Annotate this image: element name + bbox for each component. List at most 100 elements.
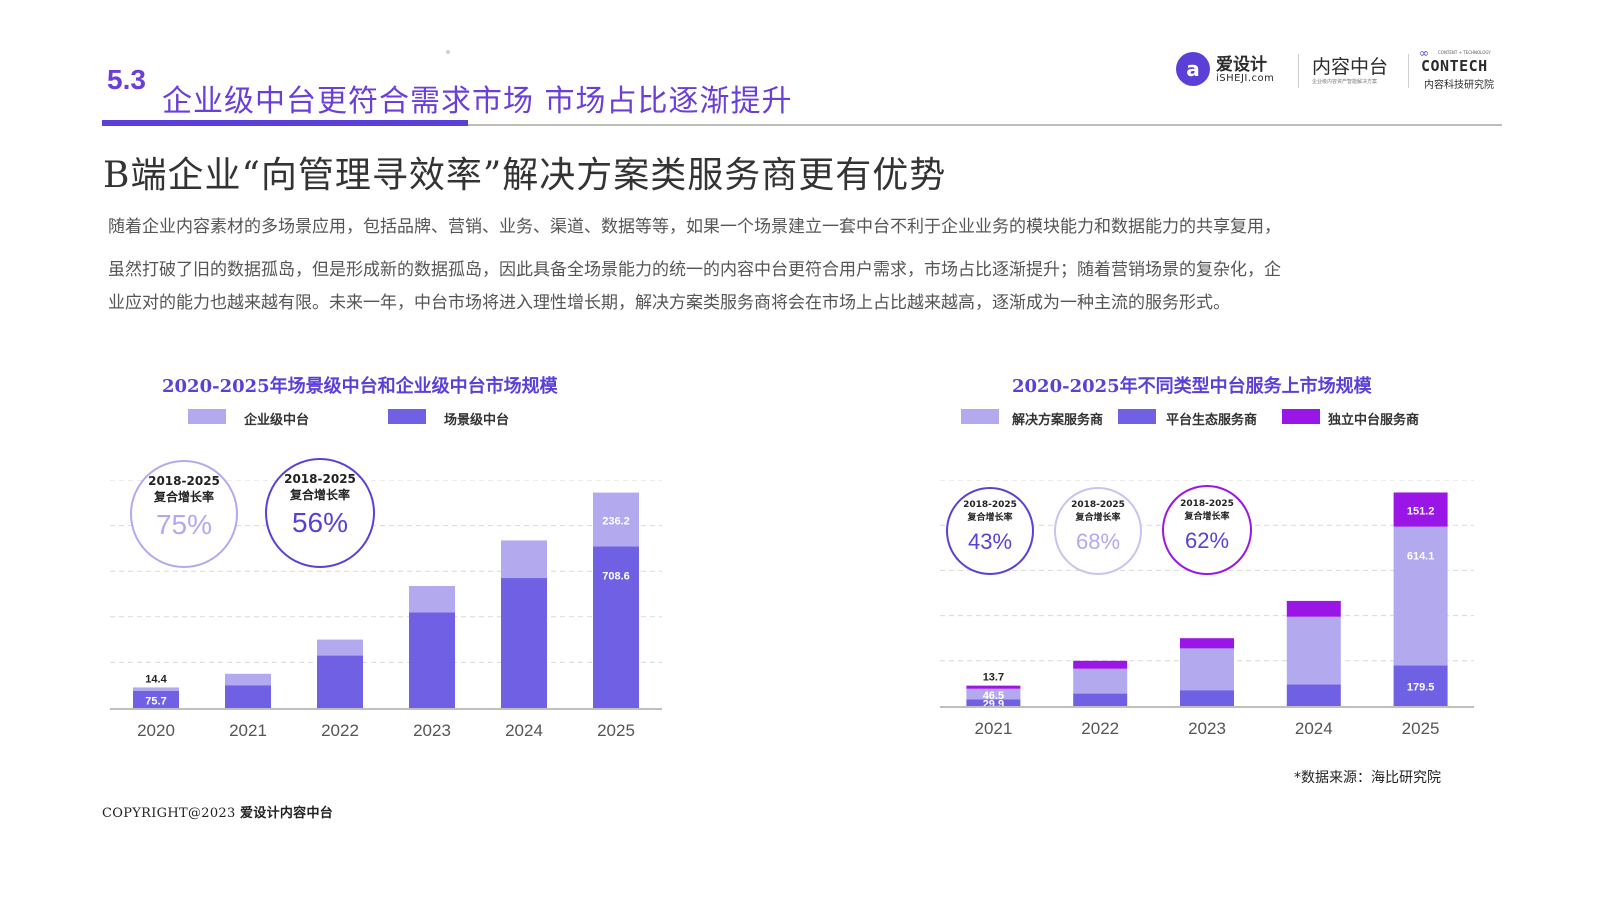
page-subtitle: B端企业“向管理寻效率”解决方案类服务商更有优势 (103, 155, 947, 196)
chart1-legend-label-enterprise: 企业级中台 (244, 413, 310, 428)
cagr-period: 2018-2025 (148, 474, 220, 488)
bar-segment (225, 673, 271, 686)
copyright-prefix: COPYRIGHT@2023 (102, 806, 236, 821)
x-tick-label: 2021 (229, 721, 267, 740)
contech-logo: CONTECH (1421, 57, 1488, 75)
chart2-legend-swatch-platform (1118, 409, 1156, 424)
chart2-legend-label-solution: 解决方案服务商 (1012, 413, 1104, 428)
isheji-logo-en: iSHEJI.com (1216, 73, 1275, 84)
cagr-label: 复合增长率 (967, 513, 1013, 523)
isheji-logo-icon: a (1176, 52, 1210, 86)
bar-segment (1180, 638, 1234, 649)
cagr-period: 2018-2025 (1180, 499, 1234, 509)
chart2-cagr-independent: 2018-2025 复合增长率 62% (1162, 485, 1252, 575)
cagr-value: 68% (1075, 529, 1121, 554)
bar-segment (1073, 668, 1128, 694)
x-tick-label: 2020 (137, 721, 175, 740)
chart1-cagr-scene: 2018-2025 复合增长率 56% (265, 458, 375, 568)
bar-segment (133, 690, 179, 708)
cagr-period: 2018-2025 (1071, 500, 1125, 510)
data-label: 75.7 (145, 695, 166, 707)
brand-logos: a 爱设计 iSHEJI.com 内容中台 企业级内容资产智能解决方案 ∞ CO… (1176, 46, 1506, 92)
chart1-cagr-enterprise: 2018-2025 复合增长率 75% (130, 460, 238, 568)
contech-link-icon: ∞ (1419, 46, 1429, 60)
bar-segment (1073, 693, 1128, 706)
copyright: COPYRIGHT@2023 爱设计内容中台 (102, 802, 333, 821)
paragraph-line-1: 随着企业内容素材的多场景应用，包括品牌、营销、业务、渠道、数据等等，如果一个场景… (108, 217, 1281, 237)
x-tick-label: 2025 (1402, 719, 1440, 738)
bar-segment (1180, 690, 1234, 706)
bar-segment (1286, 616, 1341, 685)
x-tick-label: 2021 (974, 719, 1012, 738)
data-label: 236.2 (602, 516, 630, 528)
chart1-title: 2020-2025年场景级中台和企业级中台市场规模 (162, 376, 558, 397)
bar-segment (317, 655, 363, 708)
logo-separator (1408, 54, 1409, 88)
content-platform-logo-sub: 企业级内容资产智能解决方案 (1312, 79, 1378, 85)
bar-segment (1286, 600, 1341, 617)
chart2-cagr-platform: 2018-2025 复合增长率 43% (946, 487, 1034, 575)
section-number: 5.3 (107, 64, 146, 95)
bar-segment (1286, 684, 1341, 706)
bar-segment (1393, 665, 1448, 706)
bar-segment (966, 699, 1021, 706)
cagr-label: 复合增长率 (1075, 513, 1121, 523)
cagr-value: 75% (155, 509, 213, 540)
bar-segment (1073, 660, 1128, 669)
data-label: 151.2 (1407, 506, 1435, 518)
cagr-label: 复合增长率 (153, 490, 214, 504)
bar-segment (1393, 492, 1448, 527)
paragraph-line-2: 虽然打破了旧的数据孤岛，但是形成新的数据孤岛，因此具备全场景能力的统一的内容中台… (108, 260, 1281, 280)
chart2-legend-label-platform: 平台生态服务商 (1166, 413, 1258, 428)
x-tick-label: 2022 (321, 721, 359, 740)
data-label: 708.6 (602, 570, 630, 582)
chart2-legend-swatch-solution (961, 409, 999, 424)
chart2-legend-swatch-independent (1282, 409, 1320, 424)
bar-segment (1393, 526, 1448, 666)
logo-separator (1298, 54, 1299, 88)
cagr-label: 复合增长率 (289, 488, 350, 502)
x-tick-label: 2023 (413, 721, 451, 740)
x-tick-label: 2024 (505, 721, 543, 740)
decorative-dot (446, 50, 450, 54)
header-accent-bar (102, 120, 468, 126)
contech-logo-cn: 内容科技研究院 (1424, 80, 1494, 91)
section-title: 企业级中台更符合需求市场 市场占比逐渐提升 (162, 84, 793, 119)
data-label: 14.4 (145, 673, 167, 685)
data-source: *数据来源：海比研究院 (1294, 770, 1441, 786)
cagr-period: 2018-2025 (963, 500, 1017, 510)
bar-segment (966, 685, 1021, 689)
paragraph-line-3: 业应对的能力也越来越有限。未来一年，中台市场将进入理性增长期，解决方案类服务商将… (108, 293, 1230, 313)
chart2-cagr-solution: 2018-2025 复合增长率 68% (1054, 487, 1142, 575)
data-label: 13.7 (983, 672, 1004, 684)
bar-segment (317, 639, 363, 656)
cagr-value: 56% (291, 507, 349, 538)
data-label: 46.5 (983, 690, 1004, 702)
chart1-legend-swatch-scene (388, 409, 426, 424)
bar-segment (593, 492, 639, 547)
x-tick-label: 2023 (1188, 719, 1226, 738)
data-label: 614.1 (1407, 551, 1435, 563)
copyright-suffix: 爱设计内容中台 (239, 806, 334, 821)
isheji-logo-cn: 爱设计 (1216, 55, 1267, 75)
bar-segment (409, 612, 455, 708)
bar-segment (133, 687, 179, 691)
chart1-legend-swatch-enterprise (188, 409, 226, 424)
bar-segment (409, 586, 455, 613)
bar-segment (593, 546, 639, 708)
chart2-title: 2020-2025年不同类型中台服务上市场规模 (1012, 376, 1372, 397)
chart1-legend-label-scene: 场景级中台 (444, 413, 510, 428)
header-divider (102, 124, 1502, 126)
bar-segment (1180, 648, 1234, 691)
contech-tagline: CONTENT + TECHNOLOGY (1438, 50, 1491, 55)
cagr-label: 复合增长率 (1184, 512, 1230, 522)
bar-segment (225, 685, 271, 708)
bar-segment (501, 578, 547, 708)
data-label: 179.5 (1407, 682, 1435, 694)
cagr-period: 2018-2025 (284, 472, 356, 486)
bar-segment (501, 540, 547, 579)
x-tick-label: 2022 (1081, 719, 1119, 738)
x-tick-label: 2024 (1295, 719, 1333, 738)
chart2-legend-label-independent: 独立中台服务商 (1328, 413, 1420, 428)
